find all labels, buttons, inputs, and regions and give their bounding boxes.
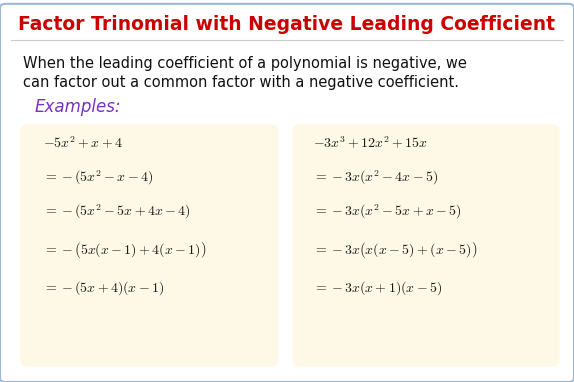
Text: Examples:: Examples:: [34, 98, 121, 116]
Text: $=-(5x^2-5x+4x-4)$: $=-(5x^2-5x+4x-4)$: [43, 203, 191, 221]
Text: $=-(5x+4)(x-1)$: $=-(5x+4)(x-1)$: [43, 280, 165, 297]
Text: $-5x^2+x+4$: $-5x^2+x+4$: [43, 135, 123, 151]
Text: $=-3x(x+1)(x-5)$: $=-3x(x+1)(x-5)$: [313, 280, 443, 297]
FancyBboxPatch shape: [0, 4, 574, 382]
Text: $=-3x\left(x(x-5)+(x-5)\right)$: $=-3x\left(x(x-5)+(x-5)\right)$: [313, 240, 478, 260]
FancyBboxPatch shape: [20, 124, 278, 367]
Text: When the leading coefficient of a polynomial is negative, we: When the leading coefficient of a polyno…: [23, 55, 467, 71]
Text: $=-3x(x^2-5x+x-5)$: $=-3x(x^2-5x+x-5)$: [313, 203, 461, 221]
Text: $-3x^3+12x^2+15x$: $-3x^3+12x^2+15x$: [313, 135, 428, 151]
Text: $=-\left(5x(x-1)+4(x-1)\right)$: $=-\left(5x(x-1)+4(x-1)\right)$: [43, 240, 207, 260]
Text: $=-(5x^2-x-4)$: $=-(5x^2-x-4)$: [43, 168, 153, 187]
Text: $=-3x(x^2-4x-5)$: $=-3x(x^2-4x-5)$: [313, 168, 438, 187]
Text: Factor Trinomial with Negative Leading Coefficient: Factor Trinomial with Negative Leading C…: [18, 15, 556, 34]
Text: can factor out a common factor with a negative coefficient.: can factor out a common factor with a ne…: [23, 74, 459, 90]
FancyBboxPatch shape: [293, 124, 560, 367]
